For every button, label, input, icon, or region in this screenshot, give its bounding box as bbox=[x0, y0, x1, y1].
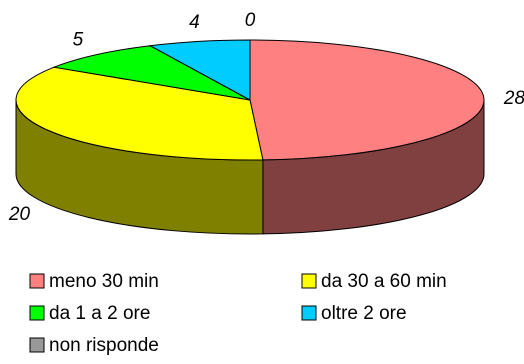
data-label-meno-30-min: 28 bbox=[503, 88, 524, 109]
legend-label-meno-30-min: meno 30 min bbox=[49, 271, 159, 292]
legend-swatch-oltre-2-ore bbox=[301, 305, 317, 321]
legend-label-oltre-2-ore: oltre 2 ore bbox=[321, 303, 407, 324]
legend-label-da-30-a-60-min: da 30 a 60 min bbox=[321, 271, 447, 292]
data-labels: 28 20 5 4 0 bbox=[8, 10, 524, 225]
legend-swatch-non-risponde bbox=[29, 337, 45, 353]
legend-swatch-da-1-a-2-ore bbox=[29, 305, 45, 321]
pie-tops bbox=[15, 39, 485, 161]
pie-slice-da-1-a-2-ore bbox=[52, 45, 251, 101]
legend: meno 30 min da 30 a 60 min da 1 a 2 ore olt… bbox=[29, 271, 447, 356]
legend-label-non-risponde: non risponde bbox=[49, 335, 159, 356]
pie-slice-oltre-2-ore bbox=[148, 39, 251, 101]
data-label-da-30-a-60-min: 20 bbox=[8, 204, 31, 225]
pie-slice-da-30-a-60-min bbox=[15, 66, 264, 161]
legend-label-da-1-a-2-ore: da 1 a 2 ore bbox=[49, 303, 150, 324]
legend-swatch-meno-30-min bbox=[29, 273, 45, 289]
data-label-non-risponde: 0 bbox=[245, 10, 256, 31]
pie-slice-meno-30-min bbox=[249, 39, 485, 161]
data-label-da-1-a-2-ore: 5 bbox=[73, 30, 84, 51]
legend-swatch-da-30-a-60-min bbox=[301, 273, 317, 289]
data-label-oltre-2-ore: 4 bbox=[189, 12, 200, 33]
